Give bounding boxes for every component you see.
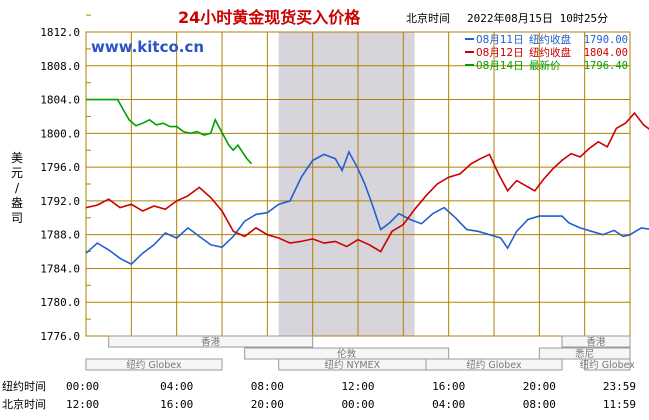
x-tick-label: 08:00	[251, 380, 284, 393]
session-label: 纽约 NYMEX	[325, 359, 381, 371]
session-label: 香港	[201, 336, 221, 348]
x-tick-label: 16:00	[432, 380, 465, 393]
legend-date: 08月11日	[476, 34, 524, 46]
header: 24小时黄金现货买入价格 www.kitco.cn 北京时间 2022年08月15日 …	[91, 8, 608, 56]
legend-date: 08月14日	[476, 60, 524, 72]
x-tick-label: 00:00	[66, 380, 99, 393]
session-label: 纽约 Globex	[580, 359, 636, 371]
y-tick-label: 1812.0	[40, 26, 80, 39]
session-bar	[108, 335, 314, 348]
session-label: 香港	[586, 336, 606, 348]
watermark: www.kitco.cn	[91, 38, 204, 56]
session-bar	[561, 335, 631, 348]
y-tick-label: 1804.0	[40, 94, 80, 107]
y-tick-label: 1780.0	[40, 296, 80, 309]
session-bar	[85, 358, 223, 371]
x-tick-label: 04:00	[432, 398, 465, 411]
timestamp-city: 北京时间	[406, 11, 450, 25]
y-tick-labels: 1812.0 1808.0 1804.0 1800.0 1796.0 1792.0 1788…	[40, 26, 80, 343]
y-unit-char: /	[15, 181, 20, 195]
legend-date: 08月12日	[476, 47, 524, 59]
y-unit-char: 元	[11, 166, 23, 180]
session-bar	[584, 358, 631, 371]
chart-title: 24小时黄金现货买入价格	[178, 8, 361, 27]
x-tick-label: 11:59	[603, 398, 636, 411]
x-tick-label: 04:00	[160, 380, 193, 393]
y-axis-unit: 美元/盎司	[11, 151, 23, 225]
timestamp-value: 2022年08月15日 10时25分	[467, 11, 608, 25]
x-axis: 纽约时间 00:00 04:00 08:00 12:00 16:00 20:00 23:59 北…	[2, 379, 636, 411]
legend-value: 1804.00	[584, 47, 628, 59]
x-tick-label: 20:00	[251, 398, 284, 411]
x-tick-label: 12:00	[341, 380, 374, 393]
legend-value: 1790.00	[584, 34, 628, 46]
session-label: 纽约 Globex	[126, 359, 182, 371]
series-lines	[85, 98, 649, 266]
legend-value: 1796.40	[584, 60, 628, 72]
y-tick-label: 1792.0	[40, 195, 80, 208]
y-tick-label: 1808.0	[40, 60, 80, 73]
x-tick-label: 16:00	[160, 398, 193, 411]
session-bar	[425, 358, 563, 371]
y-unit-char: 盎	[11, 196, 23, 210]
series-line	[86, 98, 253, 165]
y-tick-label: 1800.0	[40, 127, 80, 140]
legend-label: 纽约收盘	[529, 46, 571, 59]
series-line	[85, 111, 649, 253]
x-tick-label: 23:59	[603, 380, 636, 393]
session-label: 悉尼	[575, 348, 594, 360]
y-tick-label: 1796.0	[40, 161, 80, 174]
legend: 08月11日 纽约收盘 1790.00 08月12日 纽约收盘 1804.00 08月14日…	[465, 33, 628, 72]
y-tick-label: 1788.0	[40, 229, 80, 242]
y-unit-char: 美	[11, 151, 23, 165]
y-tick-label: 1776.0	[40, 330, 80, 343]
x-tick-label: 08:00	[523, 398, 556, 411]
x-tick-label: 00:00	[341, 398, 374, 411]
x-tick-label: 20:00	[523, 380, 556, 393]
y-unit-char: 司	[11, 211, 23, 225]
x-axis-label: 纽约时间	[2, 379, 46, 393]
x-axis-label: 北京时间	[2, 397, 46, 411]
shaded-range	[278, 32, 415, 336]
y-tick-label: 1784.0	[40, 262, 80, 275]
legend-label: 纽约收盘	[529, 33, 571, 46]
x-tick-label: 12:00	[66, 398, 99, 411]
session-label: 伦敦	[337, 348, 357, 360]
session-label: 纽约 Globex	[466, 359, 522, 371]
legend-label: 最新价	[529, 59, 561, 72]
series-line	[85, 149, 649, 266]
